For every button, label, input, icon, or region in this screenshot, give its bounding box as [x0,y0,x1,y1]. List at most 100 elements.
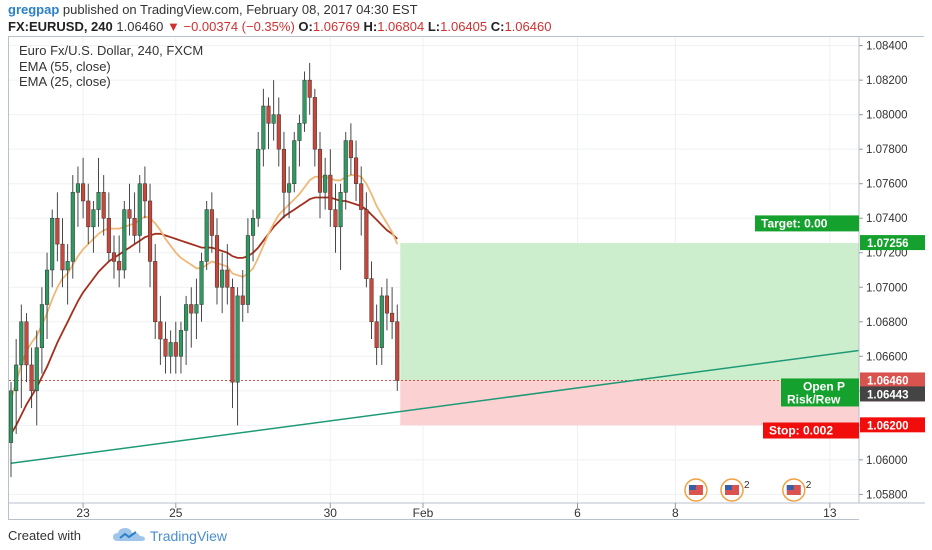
y-tick-label: 1.06000 [866,455,908,467]
candle-body [276,114,281,150]
footer: Created with TradingView [0,520,932,550]
legend-title: Euro Fx/U.S. Dollar, 240, FXCM [19,43,203,58]
last-price: 1.06460 [116,19,164,34]
candle-body [189,304,194,314]
candle-body [122,209,127,271]
candle-body [317,148,323,193]
created-with-text: Created with [8,528,81,543]
price-tag-label: 1.07256 [867,238,909,250]
candle-body [132,217,137,236]
ohlc-line: FX:EURUSD, 240 1.06460 ▼ −0.00374 (−0.35… [8,19,551,34]
candle-body [163,338,168,357]
candle-body [142,183,147,202]
candle-body [384,295,389,314]
price-chart[interactable]: 1.08400 1.08200 1.08000 1.07800 1.07600 1.074… [9,37,925,521]
y-tick-label: 1.07400 [866,213,908,225]
open-label: Open P [803,379,845,393]
candle-body [374,321,379,348]
candle-body [137,183,142,236]
candle-body [328,174,333,210]
price-tag-bg [860,372,925,388]
candle-body [101,192,106,219]
candle-body [60,243,65,271]
symbol-label[interactable]: FX:EURUSD, 240 [8,19,113,34]
x-tick-label: 13 [823,506,837,520]
candle-body [29,364,34,392]
candle-body [343,140,348,193]
candle-body [178,330,183,357]
candle-body [86,200,91,228]
close-value: 1.06460 [504,19,552,34]
flag-canton-icon [725,485,732,490]
published-text: published on TradingView.com, February 0… [62,2,418,17]
risk-reward-label: Risk/Rew [787,392,841,406]
candle-body [256,148,261,219]
candle-body [225,269,230,288]
y-tick-label: 1.06600 [866,351,908,363]
candle-body [39,304,44,348]
candle-body [14,364,19,392]
price-tag-label: 1.06443 [867,389,909,401]
candle-body [184,304,189,331]
candle-body [323,174,328,193]
time-axis[interactable]: 23 25 30 Feb 6 8 13 [9,502,925,520]
candle-body [307,79,312,98]
candle-body [96,192,101,210]
candle-body [19,321,24,366]
candle-body [235,295,240,383]
candle-body [70,192,75,262]
x-tick-label: Feb [413,506,434,520]
publish-line: gregpap published on TradingView.com, Fe… [8,2,418,17]
candle-body [271,114,276,124]
tradingview-cloud-icon[interactable] [112,526,146,544]
x-tick-label: 23 [76,506,90,520]
y-tick-label: 1.06800 [866,317,908,329]
y-tick-label: 1.08400 [866,41,908,53]
open-label: O: [298,19,313,34]
chart-frame[interactable]: 1.08400 1.08200 1.08000 1.07800 1.07600 1.074… [8,36,925,521]
candle-body [230,287,235,383]
candle-body [55,217,60,245]
open-box-bg [781,378,859,407]
target-zone [400,243,859,381]
price-tag-bg [860,386,925,402]
price-change: ▼ −0.00374 (−0.35%) [167,19,295,34]
ema25-line [10,174,399,400]
legend-ema55: EMA (55, close) [19,59,111,74]
event-count: 2 [744,480,750,491]
x-tick-label: 30 [324,506,338,520]
flag-canton-icon [786,485,794,490]
indicator-lines [9,174,861,465]
candle-body [354,157,359,184]
target-label-bg [755,215,859,232]
chart-header: gregpap published on TradingView.com, Fe… [0,0,932,36]
candle-body [338,192,343,228]
price-axis-bg [859,37,925,521]
author-link[interactable]: gregpap [8,2,60,17]
candle-body [34,347,39,392]
candle-body [111,252,117,262]
event-count: 2 [806,480,812,491]
candle-body [348,140,353,159]
tradingview-brand[interactable]: TradingView [150,528,228,544]
candles [9,62,400,478]
x-tick-label: 8 [672,506,679,520]
candle-body [379,295,384,348]
candle-body [204,209,209,262]
candle-body [24,321,29,366]
candle-body [251,217,256,236]
candle-body [287,183,292,193]
candle-body [194,304,199,314]
close-label: C: [490,19,505,34]
price-axis[interactable]: 1.08400 1.08200 1.08000 1.07800 1.07600 1.074… [858,37,925,521]
ema55-line [10,196,398,435]
candle-body [266,105,271,124]
candle-body [209,209,214,236]
price-tag-bg [860,235,925,251]
stop-label: Stop: 0.002 [769,424,833,438]
candle-body [245,235,250,305]
candle-body [45,269,50,305]
trend-line [10,349,861,465]
